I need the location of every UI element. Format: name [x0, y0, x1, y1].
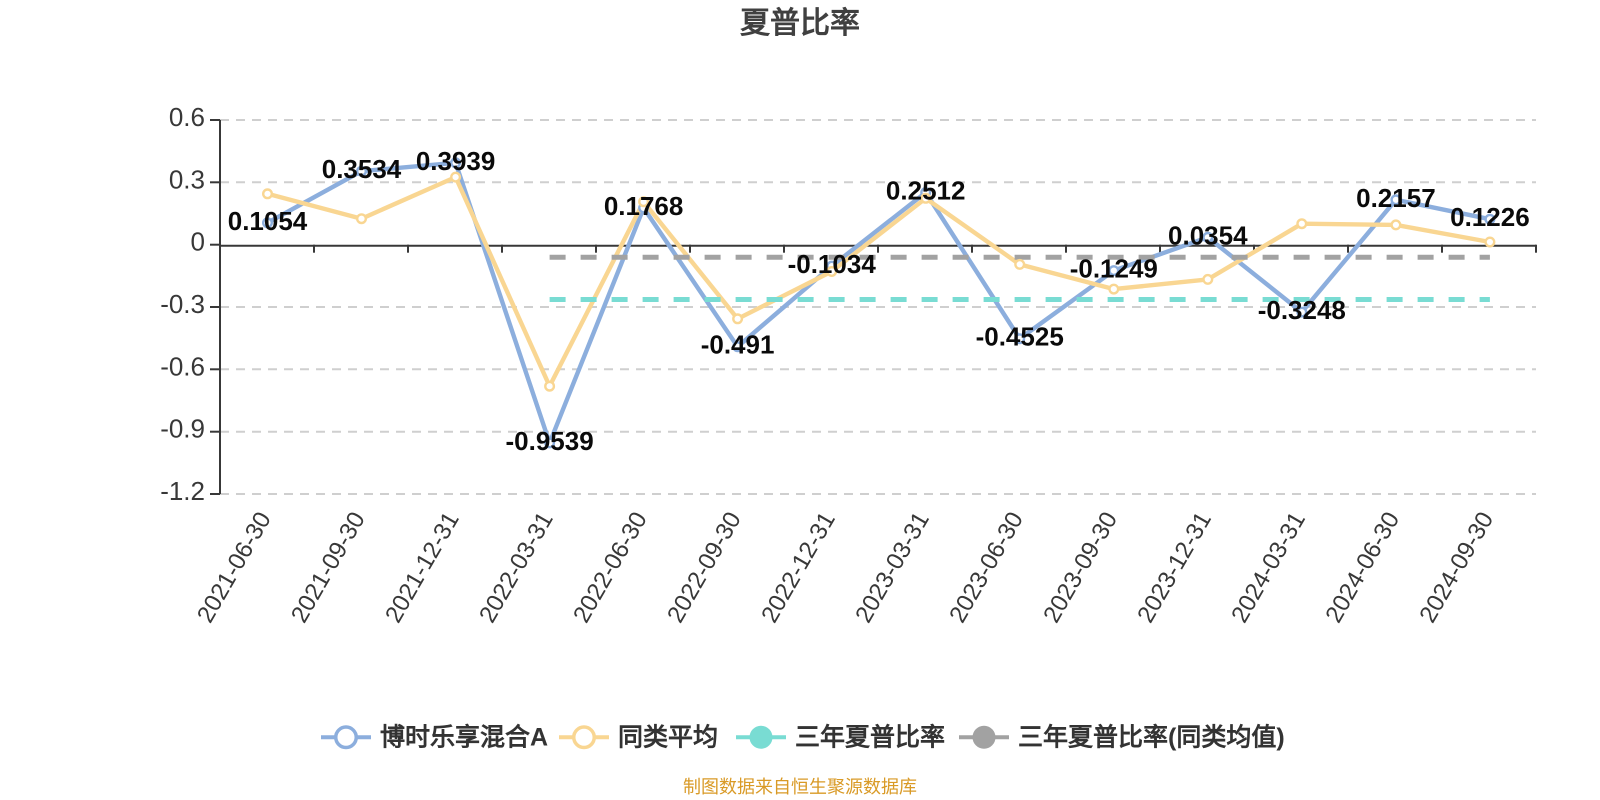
svg-text:-0.491: -0.491: [701, 330, 775, 360]
svg-text:三年夏普比率: 三年夏普比率: [795, 722, 945, 751]
svg-text:制图数据来自恒生聚源数据库: 制图数据来自恒生聚源数据库: [683, 777, 917, 797]
svg-text:-0.3248: -0.3248: [1258, 295, 1346, 325]
svg-text:-0.3: -0.3: [160, 289, 205, 319]
svg-text:0.1054: 0.1054: [228, 206, 308, 236]
svg-text:-0.9: -0.9: [160, 414, 205, 444]
svg-text:0: 0: [191, 227, 205, 257]
svg-text:-0.4525: -0.4525: [976, 322, 1064, 352]
svg-text:夏普比率: 夏普比率: [740, 6, 860, 40]
svg-text:三年夏普比率(同类均值): 三年夏普比率(同类均值): [1018, 722, 1285, 751]
svg-text:0.0354: 0.0354: [1168, 220, 1248, 250]
svg-text:-0.6: -0.6: [160, 351, 205, 381]
svg-text:博时乐享混合A: 博时乐享混合A: [380, 722, 548, 751]
svg-text:-0.1249: -0.1249: [1070, 254, 1158, 284]
svg-text:0.3: 0.3: [169, 164, 205, 194]
svg-text:0.3939: 0.3939: [416, 146, 496, 176]
svg-text:0.6: 0.6: [169, 102, 205, 132]
svg-text:0.2157: 0.2157: [1356, 183, 1436, 213]
svg-text:-0.9539: -0.9539: [506, 426, 594, 456]
svg-text:0.2512: 0.2512: [886, 176, 966, 206]
svg-text:-0.1034: -0.1034: [788, 249, 877, 279]
svg-text:同类平均: 同类平均: [618, 723, 718, 751]
svg-text:0.1226: 0.1226: [1450, 202, 1530, 232]
svg-text:0.1768: 0.1768: [604, 191, 684, 221]
svg-text:-1.2: -1.2: [160, 476, 205, 506]
svg-text:0.3534: 0.3534: [322, 154, 402, 184]
